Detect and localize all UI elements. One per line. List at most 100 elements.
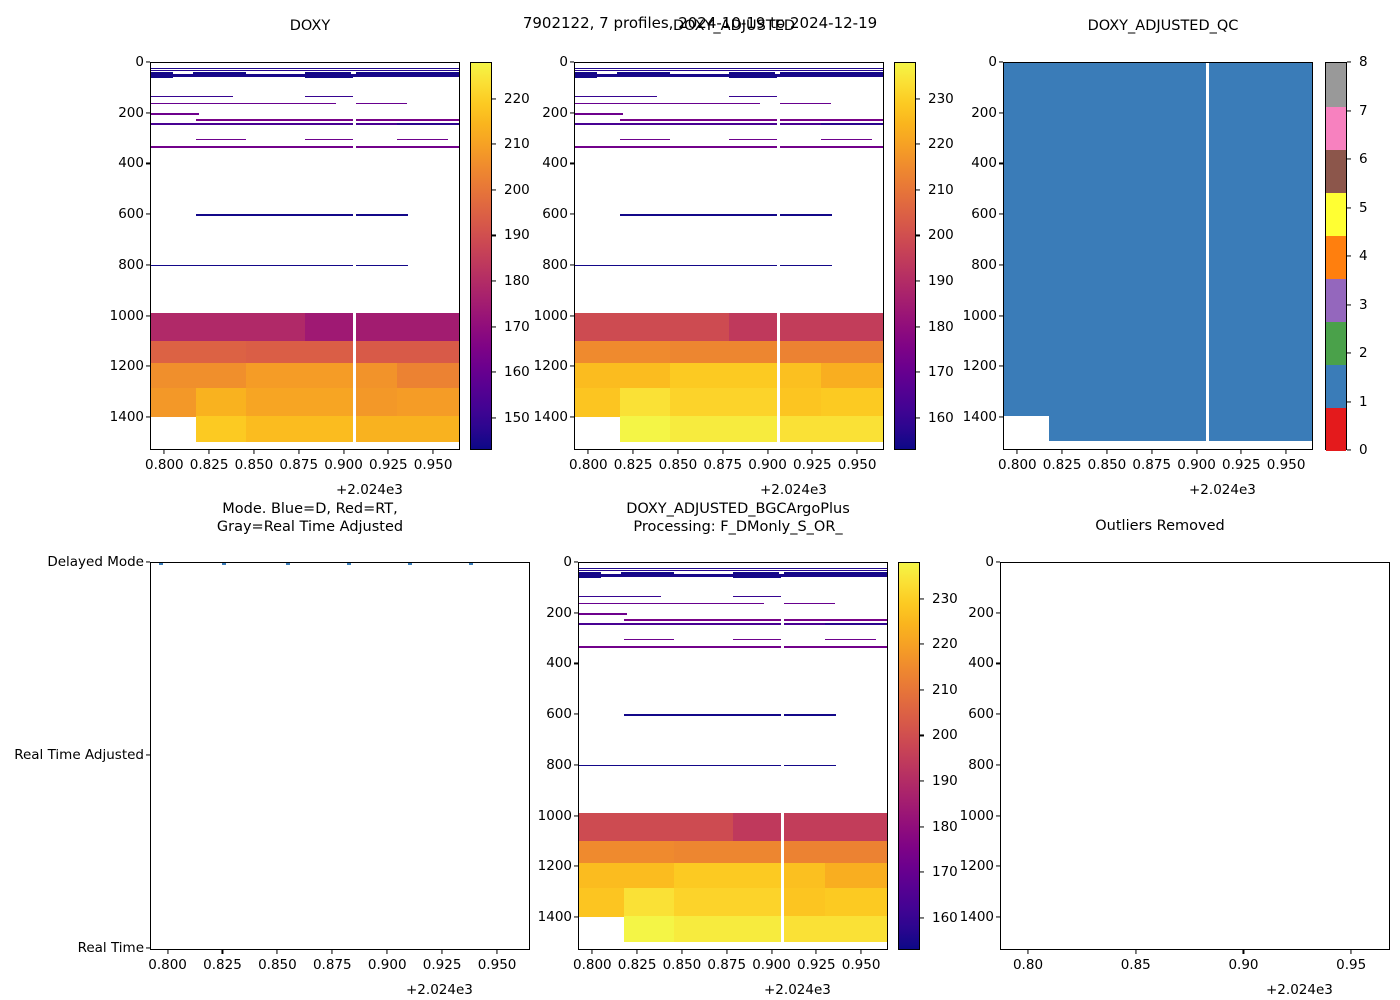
colorbar-tick-label: 200 [504, 181, 530, 198]
mode-y-tick-label: Real Time [77, 940, 144, 956]
colorbar-tick-label: 170 [504, 318, 530, 335]
y-tick-mark [996, 662, 1000, 664]
heatmap-cell [355, 388, 398, 417]
heatmap-cell [355, 416, 398, 443]
profile-line-segment [151, 67, 459, 70]
y-tick-mark [146, 264, 150, 266]
profile-line-segment [623, 714, 781, 716]
colorbar-tick-label: 230 [928, 90, 954, 107]
heatmap-cell [195, 340, 248, 364]
profile-line-segment [619, 119, 777, 121]
doxy-adjusted-qc-colorbar[interactable] [1325, 62, 1347, 452]
y-tick-label: 1200 [109, 358, 144, 375]
x-tick-mark [681, 950, 683, 954]
profile-line-segment [783, 602, 835, 605]
x-tick-label: 0.850 [258, 957, 297, 973]
qc-colorbar-tick-mark [1347, 206, 1351, 209]
heatmap-cell [821, 363, 883, 390]
colorbar-tick-mark [492, 417, 496, 419]
mode-y-tick-mark [146, 754, 150, 756]
y-tick-label: 1400 [537, 909, 572, 926]
profile-line-segment [779, 146, 883, 148]
profile-line-segment [151, 123, 353, 125]
x-tick-label: 0.900 [367, 957, 407, 973]
profile-line-segment [729, 72, 776, 74]
y-tick-mark [570, 61, 574, 63]
doxy-colorbar[interactable] [470, 62, 492, 450]
y-tick-mark [999, 365, 1003, 367]
y-tick-label: 200 [118, 104, 144, 121]
colorbar-tick-label: 180 [504, 273, 530, 290]
x-tick-label: 0.925 [368, 457, 408, 473]
heatmap-cell [825, 916, 887, 943]
y-tick-label: 400 [546, 655, 572, 672]
x-tick-mark [860, 950, 862, 954]
profile-line-segment [783, 714, 837, 716]
y-tick-mark [574, 713, 578, 715]
y-tick-label: 1200 [537, 858, 572, 875]
profile-line-segment [779, 264, 833, 267]
profile-line-segment [195, 214, 353, 216]
colorbar-tick-mark [492, 189, 496, 191]
heatmap-cell [246, 363, 306, 390]
profile-line-segment [579, 595, 661, 598]
doxy-adjusted-qc-plot-area[interactable] [1003, 62, 1313, 450]
y-tick-mark [996, 764, 1000, 766]
y-tick-label: 1200 [962, 358, 997, 375]
heatmap-cell [779, 416, 822, 443]
outliers-removed-plot-area[interactable] [1000, 562, 1390, 950]
colorbar-tick-label: 190 [928, 273, 954, 290]
qc-colorbar-tick-label: 2 [1359, 345, 1368, 361]
x-tick-mark [331, 950, 333, 954]
y-tick-label: 800 [968, 756, 994, 773]
profile-line-segment [575, 123, 777, 125]
x-tick-mark [387, 450, 389, 454]
x-tick-mark [722, 450, 724, 454]
y-tick-mark [570, 315, 574, 317]
heatmap-cell [779, 340, 822, 364]
x-tick-mark [632, 450, 634, 454]
doxy-adjusted-title: DOXY_ADJUSTED [672, 18, 796, 34]
profile-line-segment [579, 576, 601, 579]
profile-line-segment [355, 264, 409, 267]
heatmap-cell [151, 312, 197, 342]
bgcargoplus-plot-area[interactable] [578, 562, 888, 950]
colorbar-tick-mark [920, 689, 924, 691]
profile-line-segment [579, 572, 601, 574]
x-tick-mark [298, 450, 300, 454]
doxy-adjusted-qc-title: DOXY_ADJUSTED_QC [1087, 18, 1239, 34]
profile-line-segment [151, 264, 353, 267]
y-tick-label: 1400 [959, 909, 994, 926]
y-tick-label: 200 [968, 604, 994, 621]
doxy-plot-area[interactable] [150, 62, 460, 450]
doxy-title: DOXY [289, 18, 331, 34]
figure-suptitle: 7902122, 7 profiles, 2024-10-19 to 2024-… [522, 14, 878, 32]
doxy-adjusted-colorbar[interactable] [894, 62, 916, 450]
y-tick-mark [999, 416, 1003, 418]
heatmap-cell [733, 840, 782, 864]
heatmap-cell [674, 863, 734, 890]
profile-line-segment [779, 102, 831, 105]
heatmap-cell [575, 312, 621, 342]
x-tick-mark [856, 450, 858, 454]
colorbar-tick-label: 220 [504, 90, 530, 107]
qc-colorbar-tick-label: 5 [1359, 199, 1368, 216]
profile-line-segment [733, 572, 780, 574]
y-tick-mark [999, 264, 1003, 266]
heatmap-cell [397, 363, 459, 390]
x-tick-label: 0.850 [662, 957, 702, 973]
mode-plot-area[interactable] [150, 562, 530, 950]
doxy-adjusted-plot-area[interactable] [574, 62, 884, 450]
y-tick-label: 0 [988, 54, 997, 70]
doxy-x-offset-label: +2.024e3 [336, 482, 403, 498]
colorbar-tick-mark [916, 189, 920, 191]
qc-colorbar-segment [1326, 106, 1346, 150]
profile-line-segment [620, 572, 675, 574]
profile-line-segment [151, 74, 459, 78]
heatmap-cell [397, 312, 459, 342]
y-tick-label: 200 [971, 104, 997, 121]
bgcargoplus-colorbar[interactable] [898, 562, 920, 950]
bgcargoplus-x-offset-label: +2.024e3 [764, 982, 831, 998]
y-tick-mark [996, 865, 1000, 867]
